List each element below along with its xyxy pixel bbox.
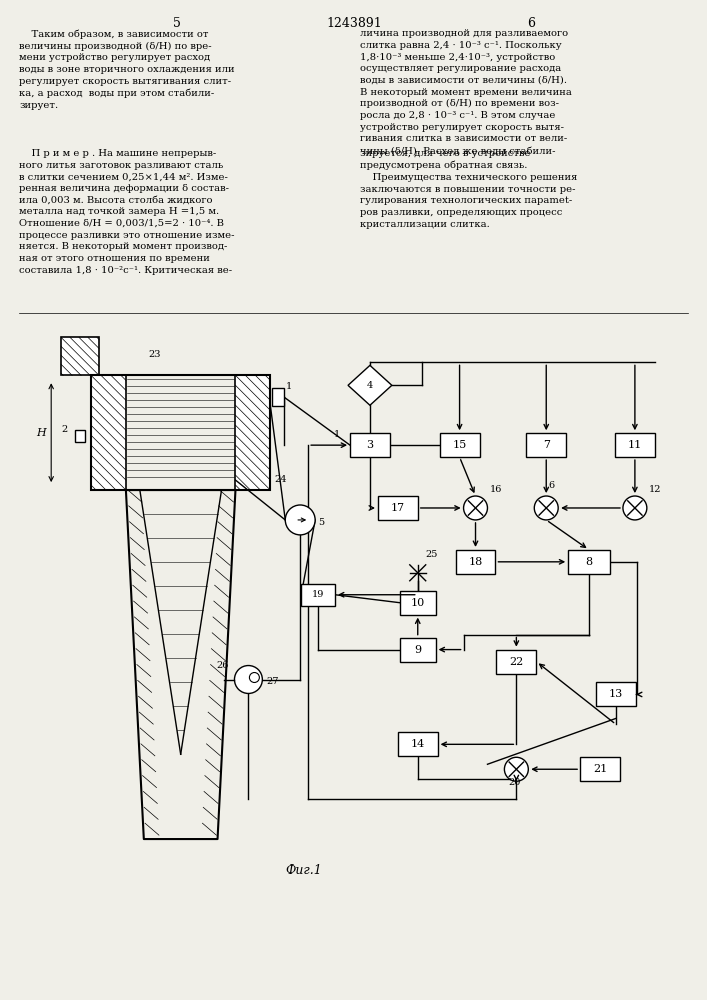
Text: 3: 3	[366, 440, 373, 450]
Circle shape	[623, 496, 647, 520]
Bar	[526, 433, 566, 457]
Text: П р и м е р . На машине непрерыв-
ного литья заготовок разливают сталь
в слитки : П р и м е р . На машине непрерыв- ного л…	[19, 149, 235, 275]
Text: личина производной для разливаемого
слитка равна 2,4 · 10⁻³ с⁻¹. Поскольку
1,8·1: личина производной для разливаемого слит…	[360, 29, 572, 155]
Text: 17: 17	[391, 503, 405, 513]
Text: 11: 11	[628, 440, 642, 450]
Text: 20: 20	[508, 778, 521, 787]
Circle shape	[534, 496, 559, 520]
Bar	[61, 337, 99, 375]
Text: 12: 12	[649, 485, 661, 494]
Text: 27: 27	[267, 677, 279, 686]
Bar	[455, 550, 496, 574]
Text: 9: 9	[414, 645, 421, 655]
Circle shape	[504, 757, 528, 781]
Text: 25: 25	[426, 550, 438, 559]
Bar	[398, 732, 438, 756]
Bar	[301, 584, 335, 606]
Text: 8: 8	[585, 557, 592, 567]
Text: 22: 22	[509, 657, 523, 667]
Text: 26: 26	[216, 661, 229, 670]
Circle shape	[250, 673, 259, 682]
Circle shape	[464, 496, 487, 520]
Bar	[350, 433, 390, 457]
Text: 6: 6	[548, 481, 554, 490]
Circle shape	[235, 666, 262, 693]
Text: 23: 23	[148, 350, 161, 359]
Bar	[440, 433, 479, 457]
Bar	[75, 430, 85, 442]
Bar	[272, 388, 284, 406]
Bar	[580, 757, 620, 781]
Text: 14: 14	[411, 739, 425, 749]
Bar	[378, 496, 418, 520]
Bar	[91, 375, 126, 490]
Circle shape	[285, 505, 315, 535]
Text: 5: 5	[318, 518, 325, 527]
Text: 2: 2	[61, 425, 67, 434]
Text: 24: 24	[274, 475, 287, 484]
Text: H: H	[36, 428, 46, 438]
Text: 5: 5	[173, 17, 180, 30]
Text: Таким образом, в зависимости от
величины производной (δ/H) по вре-
мени устройст: Таким образом, в зависимости от величины…	[19, 29, 235, 110]
Bar	[91, 375, 270, 490]
Text: 13: 13	[609, 689, 623, 699]
Bar	[496, 650, 537, 674]
Text: 16: 16	[489, 485, 502, 494]
Text: 19: 19	[312, 590, 325, 599]
Text: 7: 7	[543, 440, 550, 450]
Text: 10: 10	[411, 598, 425, 608]
Bar	[400, 591, 436, 615]
Bar	[568, 550, 610, 574]
Bar	[596, 682, 636, 706]
Text: 15: 15	[452, 440, 467, 450]
Bar	[235, 375, 270, 490]
Text: 21: 21	[593, 764, 607, 774]
Text: 1243891: 1243891	[326, 17, 382, 30]
Text: 6: 6	[527, 17, 535, 30]
Text: Фиг.1: Фиг.1	[285, 864, 322, 877]
Text: зируется, для чего в устройстве
предусмотрена обратная связь.
    Преимущества т: зируется, для чего в устройстве предусмо…	[360, 149, 578, 229]
Text: 18: 18	[469, 557, 483, 567]
Text: 1: 1	[286, 382, 293, 391]
Polygon shape	[348, 365, 392, 405]
Text: 4: 4	[367, 381, 373, 390]
Text: 1: 1	[334, 430, 340, 439]
Bar	[400, 638, 436, 662]
Bar	[615, 433, 655, 457]
